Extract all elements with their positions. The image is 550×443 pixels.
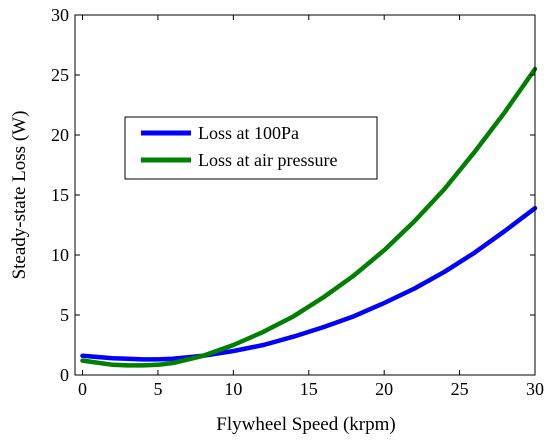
plot-layer — [80, 66, 538, 368]
x-tick-label: 5 — [153, 379, 162, 399]
series-line-loss-at-air-pressure — [80, 66, 538, 368]
axes-layer: 0 5 10 15 20 25 30 0 5 10 15 20 25 30 — [51, 5, 544, 399]
x-tick-label: 0 — [78, 379, 87, 399]
series-line-loss-at-100pa — [80, 205, 538, 362]
legend-label-loss-air-pressure: Loss at air pressure — [198, 150, 337, 170]
y-tick-label: 20 — [51, 125, 69, 145]
x-tick-label: 30 — [526, 379, 544, 399]
legend-label-loss-100pa: Loss at 100Pa — [198, 123, 299, 143]
y-tick-label: 5 — [60, 305, 69, 325]
y-tick-label: 15 — [51, 185, 69, 205]
x-tick-label: 25 — [451, 379, 469, 399]
y-tick-label: 0 — [60, 365, 69, 385]
legend-box — [124, 116, 378, 180]
x-axis-label: Flywheel Speed (krpm) — [216, 414, 395, 435]
legend: Loss at 100Pa Loss at air pressure — [124, 116, 378, 180]
y-tick-label: 25 — [51, 65, 69, 85]
x-tick-label: 15 — [300, 379, 318, 399]
x-tick-label: 10 — [224, 379, 242, 399]
x-tick-label: 20 — [375, 379, 393, 399]
y-tick-label: 30 — [51, 5, 69, 25]
y-axis-label: Steady-state Loss (W) — [9, 111, 30, 280]
y-tick-label: 10 — [51, 245, 69, 265]
